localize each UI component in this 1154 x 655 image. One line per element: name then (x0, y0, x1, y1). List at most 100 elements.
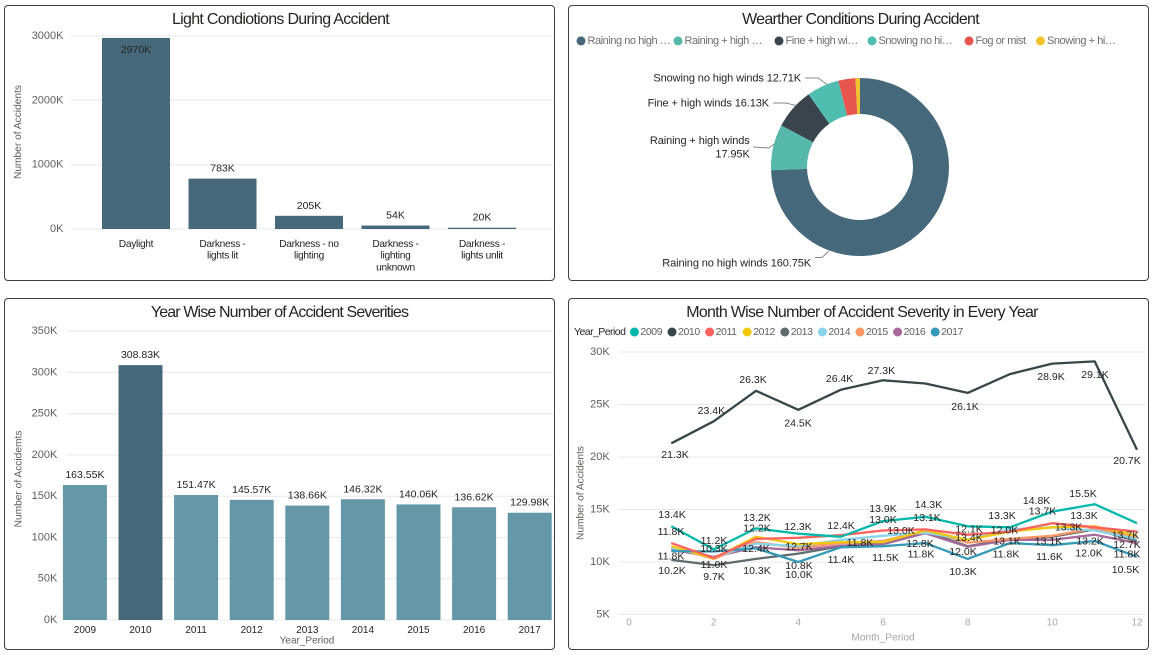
svg-text:11.8K: 11.8K (908, 549, 935, 561)
svg-text:12.4K: 12.4K (742, 543, 769, 555)
svg-text:lights unlit: lights unlit (461, 251, 503, 262)
svg-text:13.1K: 13.1K (993, 536, 1020, 548)
svg-text:2010: 2010 (678, 326, 700, 338)
svg-text:Month_Period: Month_Period (851, 633, 915, 644)
svg-text:Raining no high …: Raining no high … (588, 35, 671, 47)
svg-text:lighting: lighting (381, 251, 412, 262)
svg-text:138.66K: 138.66K (288, 490, 327, 502)
svg-text:150K: 150K (32, 490, 58, 502)
svg-text:Wearther Conditions During Acc: Wearther Conditions During Accident (742, 11, 980, 28)
svg-text:10.5K: 10.5K (1112, 564, 1139, 576)
svg-text:783K: 783K (210, 163, 235, 175)
svg-text:12.3K: 12.3K (784, 521, 811, 533)
svg-text:13.0K: 13.0K (887, 525, 914, 537)
svg-text:4: 4 (796, 618, 802, 629)
svg-text:13.1K: 13.1K (913, 512, 940, 524)
svg-text:21.3K: 21.3K (661, 449, 688, 461)
svg-text:129.98K: 129.98K (510, 497, 549, 509)
svg-text:Snowing + hi…: Snowing + hi… (1047, 35, 1115, 47)
svg-text:13.9K: 13.9K (869, 503, 896, 515)
svg-text:6: 6 (880, 618, 886, 629)
svg-text:10.3K: 10.3K (949, 566, 976, 578)
svg-text:0: 0 (626, 618, 632, 629)
svg-text:Number of Accidemts: Number of Accidemts (14, 431, 25, 528)
svg-text:12.0K: 12.0K (1075, 548, 1102, 560)
svg-text:11.8K: 11.8K (658, 526, 685, 538)
svg-text:10.3K: 10.3K (700, 543, 727, 555)
svg-text:300K: 300K (32, 366, 58, 378)
svg-text:11.8K: 11.8K (1114, 549, 1141, 561)
svg-text:12.7K: 12.7K (785, 541, 812, 553)
svg-text:12.2K: 12.2K (743, 523, 770, 535)
svg-text:11.4K: 11.4K (828, 554, 855, 566)
svg-text:11.2K: 11.2K (701, 535, 728, 547)
svg-text:136.62K: 136.62K (455, 491, 494, 503)
svg-text:0K: 0K (44, 614, 58, 626)
svg-text:29.1K: 29.1K (1081, 369, 1108, 381)
svg-text:28.9K: 28.9K (1037, 371, 1064, 383)
svg-text:54K: 54K (386, 210, 405, 222)
svg-text:11.6K: 11.6K (1036, 551, 1063, 563)
svg-text:2013: 2013 (296, 625, 319, 636)
svg-text:350K: 350K (32, 325, 58, 337)
svg-text:12.8K: 12.8K (906, 538, 933, 550)
svg-text:13.2K: 13.2K (743, 512, 770, 524)
svg-text:10K: 10K (590, 556, 610, 568)
svg-text:12: 12 (1131, 618, 1143, 629)
svg-text:140.06K: 140.06K (399, 488, 438, 500)
svg-text:23.4K: 23.4K (698, 405, 725, 417)
svg-text:145.57K: 145.57K (232, 484, 271, 496)
svg-text:12.0K: 12.0K (949, 546, 976, 558)
svg-text:13.3K: 13.3K (988, 510, 1015, 522)
svg-text:14.8K: 14.8K (1023, 495, 1050, 507)
svg-text:2015: 2015 (866, 326, 888, 338)
svg-text:26.3K: 26.3K (739, 374, 766, 386)
svg-text:Year_Period: Year_Period (280, 636, 335, 647)
svg-text:2: 2 (711, 618, 717, 629)
svg-text:Darkness -: Darkness - (459, 239, 505, 250)
svg-text:146.32K: 146.32K (343, 483, 382, 495)
svg-text:9.7K: 9.7K (703, 571, 725, 583)
svg-text:Number of Accidents: Number of Accidents (13, 85, 24, 179)
svg-text:15K: 15K (590, 504, 610, 516)
svg-text:20K: 20K (590, 451, 610, 463)
svg-text:250K: 250K (32, 408, 58, 420)
svg-text:2012: 2012 (241, 625, 264, 636)
svg-text:13.1K: 13.1K (1035, 536, 1062, 548)
svg-text:13.4K: 13.4K (955, 532, 982, 544)
svg-text:11.5K: 11.5K (872, 552, 899, 564)
svg-text:13.7K: 13.7K (1112, 530, 1139, 542)
svg-text:2009: 2009 (640, 326, 662, 338)
svg-text:2011: 2011 (185, 625, 207, 636)
svg-text:Fine + high wi…: Fine + high wi… (786, 35, 858, 47)
svg-text:308.83K: 308.83K (121, 349, 160, 361)
svg-text:20K: 20K (473, 212, 492, 224)
svg-text:11.8K: 11.8K (847, 537, 874, 549)
svg-text:Daylight: Daylight (119, 239, 154, 250)
svg-text:11.8K: 11.8K (993, 549, 1020, 561)
svg-text:2013: 2013 (791, 326, 813, 338)
svg-text:13.2K: 13.2K (1076, 536, 1103, 548)
svg-text:12.7K: 12.7K (1113, 539, 1140, 551)
svg-text:25K: 25K (590, 399, 610, 411)
svg-text:2014: 2014 (828, 326, 850, 338)
svg-text:10.3K: 10.3K (743, 565, 770, 577)
svg-text:3000K: 3000K (32, 30, 64, 42)
svg-text:2970K: 2970K (121, 44, 151, 56)
svg-text:Snowing no hi…: Snowing no hi… (879, 35, 953, 47)
svg-text:2017: 2017 (519, 625, 542, 636)
svg-text:5K: 5K (596, 609, 610, 621)
svg-text:Snowing no high winds 12.71K: Snowing no high winds 12.71K (653, 73, 801, 85)
svg-text:10.2K: 10.2K (658, 565, 685, 577)
svg-text:205K: 205K (297, 200, 322, 212)
svg-text:Light Condiotions During Accid: Light Condiotions During Accident (172, 11, 390, 28)
svg-text:10.8K: 10.8K (785, 560, 812, 572)
svg-text:100K: 100K (32, 532, 58, 544)
svg-text:2015: 2015 (407, 625, 430, 636)
svg-text:unknown: unknown (376, 262, 415, 273)
svg-text:Raining + high winds: Raining + high winds (650, 135, 750, 147)
svg-text:151.47K: 151.47K (177, 479, 216, 491)
svg-text:2016: 2016 (904, 326, 926, 338)
svg-text:163.55K: 163.55K (65, 469, 104, 481)
svg-text:26.1K: 26.1K (951, 401, 978, 413)
